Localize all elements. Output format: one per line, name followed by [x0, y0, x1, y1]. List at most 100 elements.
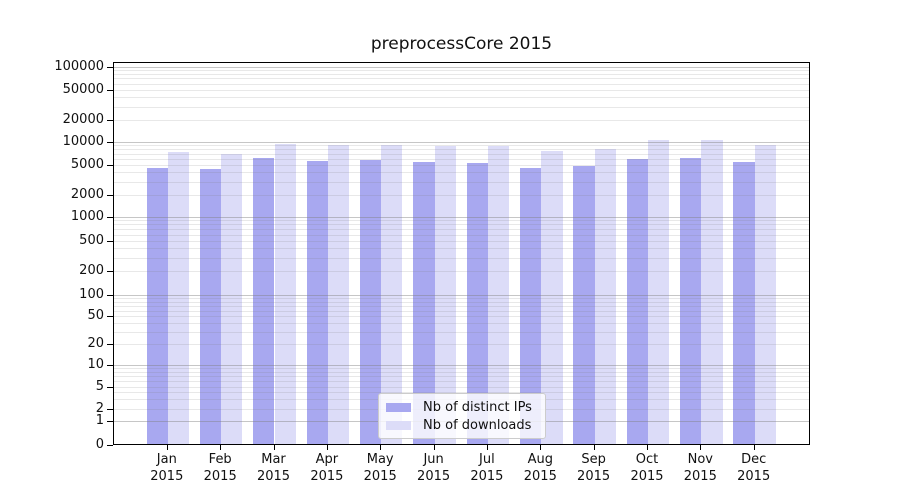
gridline-minor	[114, 257, 809, 259]
x-axis-tick-mark	[273, 445, 275, 450]
gridline-minor	[114, 305, 809, 307]
gridline-minor	[114, 368, 809, 370]
gridline-minor	[114, 96, 809, 98]
x-axis-tick-mark	[647, 445, 648, 450]
x-axis-tick-mark	[753, 445, 755, 450]
y-axis-tick-label: 10000	[62, 133, 104, 149]
bar-distinct-ips-may	[359, 160, 382, 444]
bar-distinct-ips-sep	[573, 165, 595, 444]
y-axis-tick-label: 10	[87, 357, 104, 372]
x-axis-tick-label: Jun 2015	[417, 452, 451, 484]
gridline-minor	[114, 271, 809, 272]
gridline-major	[114, 295, 809, 296]
bar-downloads-nov	[701, 139, 723, 444]
y-axis-tick-mark	[107, 344, 113, 345]
gridline-minor	[114, 181, 809, 183]
bar-distinct-ips-jan	[146, 167, 168, 444]
y-axis-tick-label: 100000	[54, 58, 104, 74]
gridline-minor	[114, 322, 809, 324]
y-axis-tick-label: 2	[95, 401, 104, 416]
legend-swatch-distinct-ips	[386, 403, 411, 412]
gridline-minor	[114, 149, 809, 151]
gridline-major	[114, 66, 809, 68]
x-axis-tick-mark	[540, 445, 542, 450]
bar-downloads-oct	[648, 140, 670, 444]
y-axis-tick-mark	[107, 445, 113, 446]
gridline-minor	[114, 195, 809, 196]
x-axis-tick-mark	[220, 445, 222, 450]
gridline-minor	[114, 165, 809, 166]
y-axis-tick-label: 5	[95, 379, 104, 394]
bar-downloads-sep	[594, 149, 616, 444]
x-axis-tick-label: May 2015	[363, 452, 397, 484]
gridline-minor	[114, 224, 809, 226]
y-axis-tick-label: 20	[87, 336, 104, 351]
y-axis-tick-mark	[107, 421, 113, 422]
gridline-major	[114, 141, 809, 143]
x-axis-tick-mark	[486, 445, 488, 450]
bars-layer	[114, 63, 809, 444]
y-axis-tick-mark	[107, 120, 113, 121]
y-axis-tick-label: 50000	[62, 81, 104, 97]
gridline-minor	[114, 70, 809, 72]
gridline-minor	[114, 381, 809, 383]
gridline-minor	[114, 220, 809, 222]
x-axis-tick-label: Apr 2015	[310, 452, 344, 484]
x-axis-tick-label: Feb 2015	[203, 452, 237, 484]
y-axis-tick-mark	[107, 195, 113, 196]
gridline-major	[114, 216, 809, 218]
gridline-minor	[114, 229, 809, 231]
gridline-minor	[114, 376, 809, 378]
legend-label: Nb of distinct IPs	[423, 400, 532, 415]
y-axis-tick-mark	[107, 241, 113, 242]
gridline-major	[114, 365, 809, 366]
y-axis-tick-label: 20000	[62, 112, 104, 127]
x-axis-tick-label: Aug 2015	[523, 452, 557, 484]
x-axis-tick-label: Nov 2015	[683, 452, 717, 484]
gridline-minor	[114, 158, 809, 160]
y-axis-tick-mark	[107, 387, 113, 388]
bar-downloads-mar	[274, 144, 296, 444]
gridline-minor	[114, 344, 809, 345]
bar-distinct-ips-jul	[466, 163, 488, 444]
bar-distinct-ips-oct	[626, 158, 648, 444]
y-axis-tick-label: 50	[87, 308, 104, 323]
x-axis-tick-label: Mar 2015	[256, 452, 291, 484]
y-axis-tick-label: 0	[95, 437, 104, 452]
x-axis-tick-mark	[166, 445, 168, 450]
bar-distinct-ips-feb	[199, 169, 222, 444]
gridline-minor	[114, 106, 809, 108]
gridline-minor	[114, 153, 809, 155]
gridline-minor	[114, 372, 809, 374]
y-axis-tick-mark	[107, 216, 113, 218]
y-axis-tick-label: 500	[79, 233, 104, 248]
bar-distinct-ips-apr	[306, 160, 328, 444]
legend-swatch-downloads	[386, 421, 411, 430]
y-axis-tick-label: 2000	[70, 187, 104, 202]
legend-row: Nb of downloads	[386, 418, 537, 433]
plot-area	[113, 62, 810, 445]
gridline-minor	[114, 298, 809, 300]
gridline-minor	[114, 120, 809, 121]
gridline-minor	[114, 301, 809, 303]
x-axis-tick-mark	[326, 445, 328, 450]
y-axis-tick-label: 5000	[70, 157, 104, 172]
gridline-minor	[114, 234, 809, 236]
chart-title: preprocessCore 2015	[370, 34, 553, 54]
y-axis-tick-mark	[107, 365, 113, 366]
gridline-minor	[114, 310, 809, 312]
x-axis-tick-label: Oct 2015	[630, 452, 664, 484]
y-axis-tick-label: 1	[95, 413, 104, 428]
gridline-minor	[114, 248, 809, 250]
gridline-minor	[114, 241, 809, 242]
y-axis-tick-label: 200	[79, 263, 104, 278]
x-axis-tick-label: Jul 2015	[470, 452, 504, 484]
bar-distinct-ips-jun	[413, 162, 435, 444]
y-axis-tick-label: 100	[79, 287, 104, 302]
y-axis-tick-mark	[107, 409, 113, 410]
x-axis-tick-mark	[593, 445, 595, 450]
bar-downloads-jan	[167, 152, 190, 444]
bar-distinct-ips-aug	[520, 168, 542, 444]
bar-downloads-jun	[434, 145, 456, 444]
y-axis-tick-mark	[107, 271, 113, 272]
